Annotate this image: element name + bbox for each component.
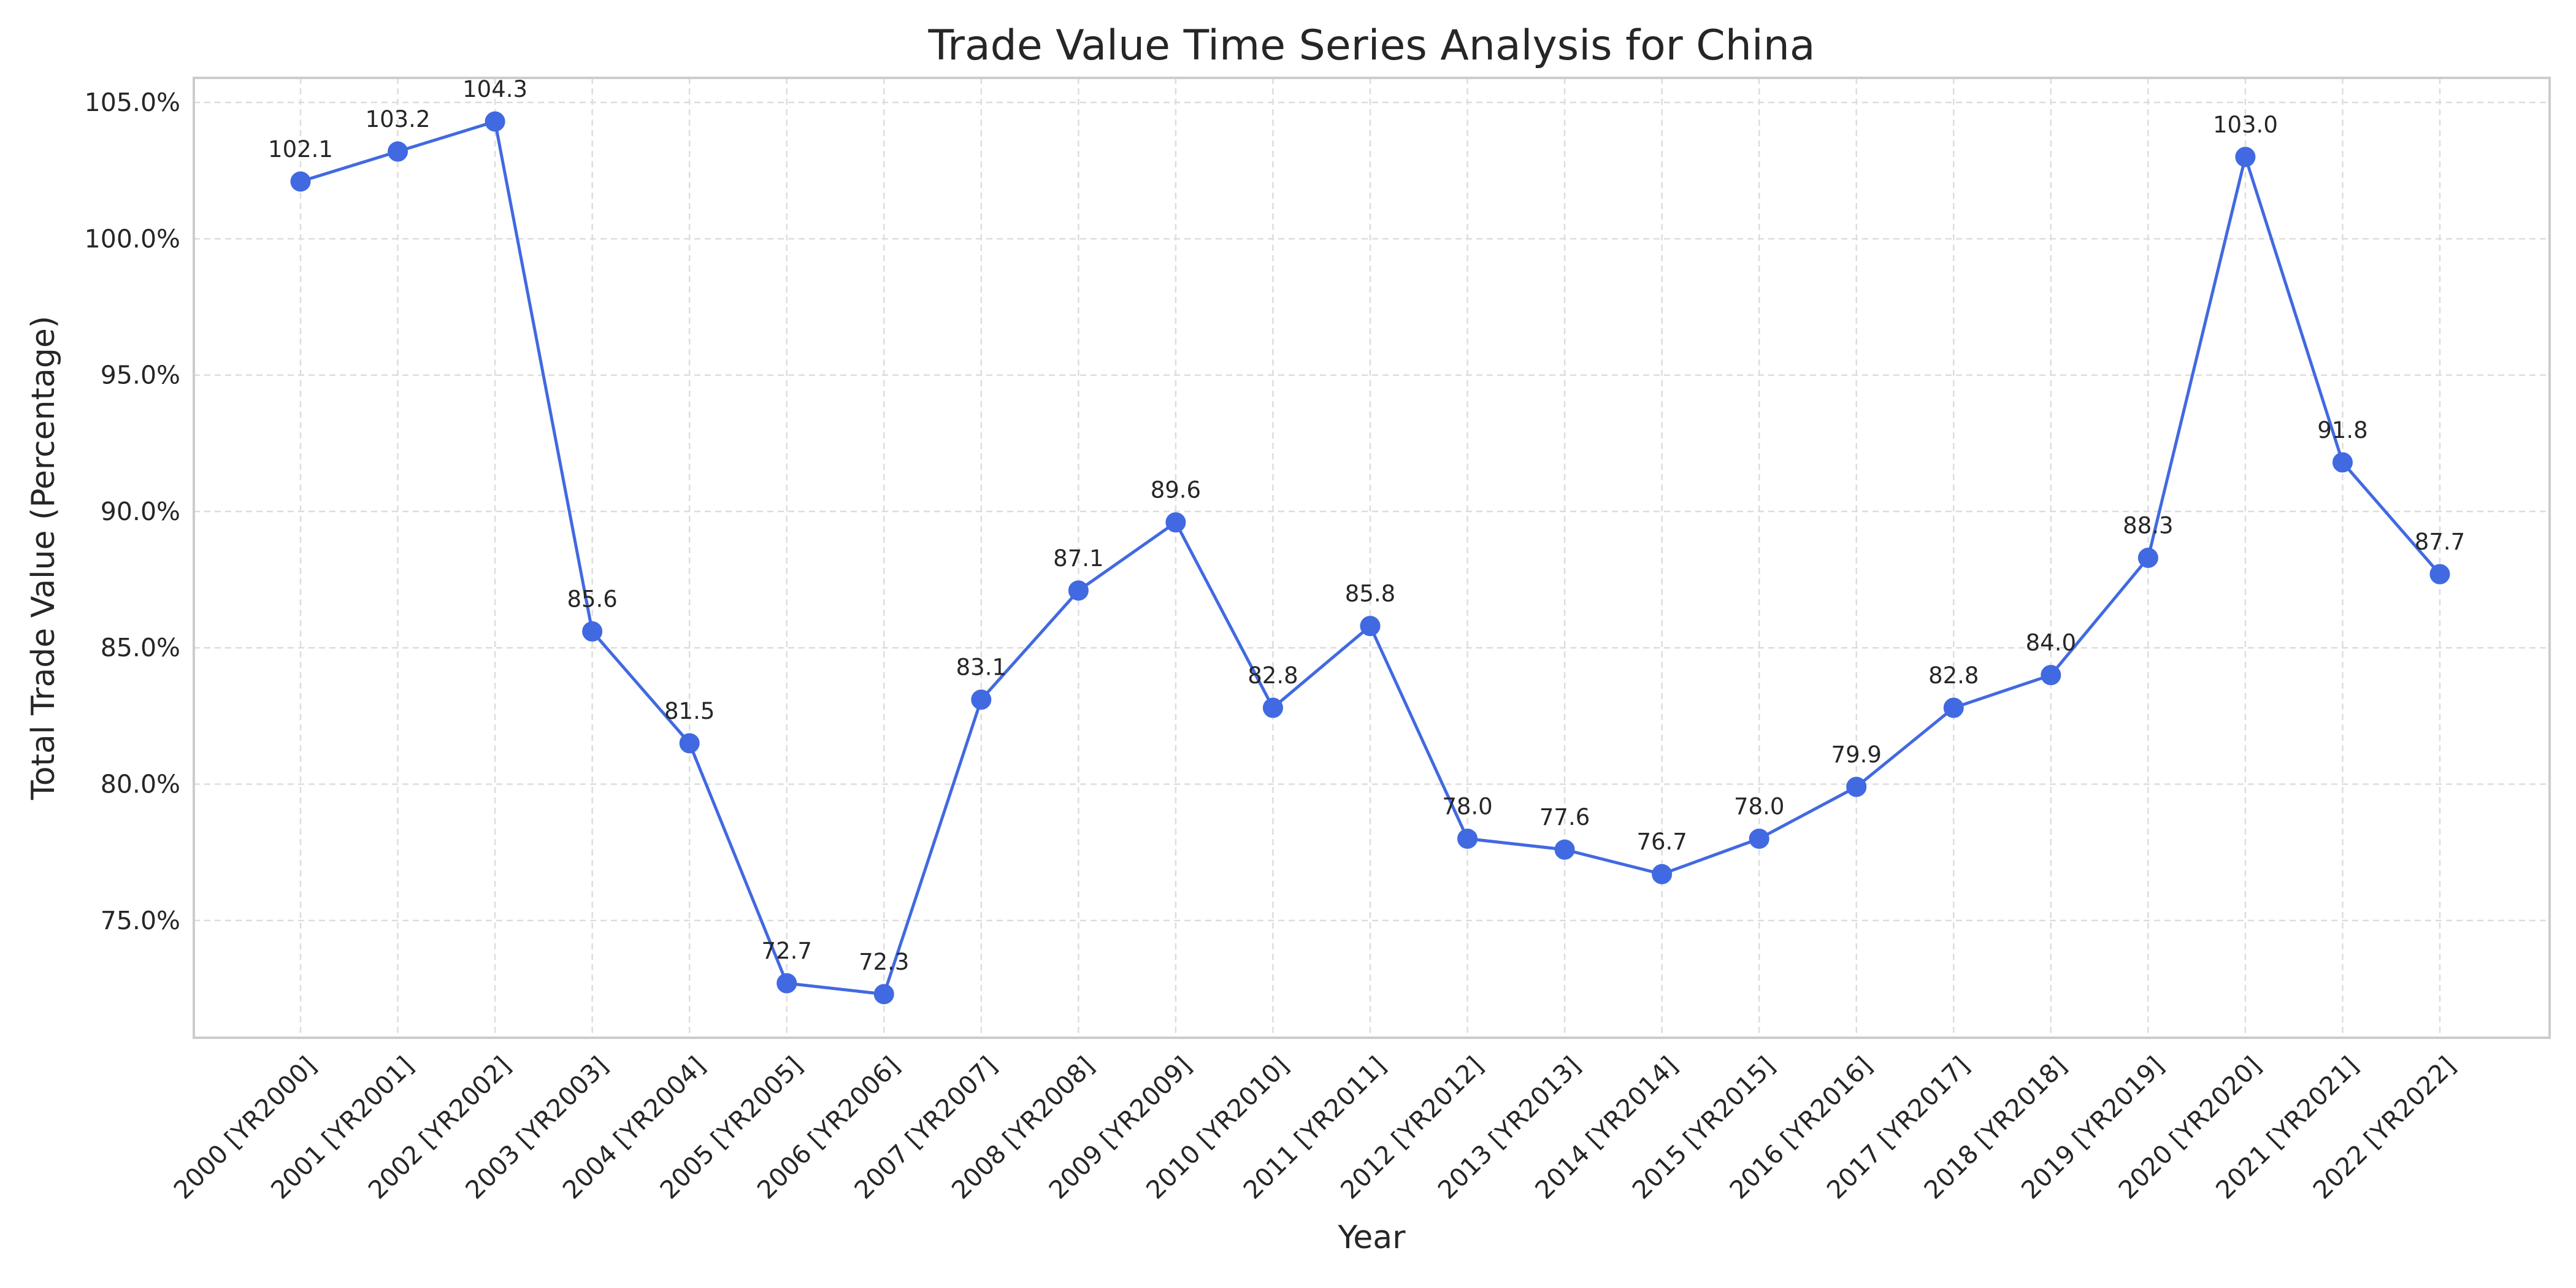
x-axis-ticks: 2000 [YR2000]2001 [YR2001]2002 [YR2002]2…: [168, 1051, 2461, 1205]
data-label: 72.7: [762, 938, 812, 964]
data-point: [971, 689, 992, 710]
data-label: 78.0: [1442, 793, 1492, 819]
x-axis-label: Year: [1337, 1219, 1406, 1256]
data-point: [873, 984, 894, 1005]
data-point: [1652, 864, 1673, 884]
data-point: [2137, 548, 2158, 568]
chart-title: Trade Value Time Series Analysis for Chi…: [927, 21, 1815, 70]
y-tick-label: 90.0%: [101, 497, 180, 526]
data-label: 76.7: [1636, 829, 1687, 855]
data-label: 82.8: [1248, 662, 1298, 689]
data-label: 91.8: [2317, 417, 2367, 443]
y-axis-label: Total Trade Value (Percentage): [25, 316, 62, 800]
data-point: [776, 973, 797, 994]
grid-lines: [194, 78, 2550, 1038]
data-label: 82.8: [1928, 662, 1979, 689]
data-label: 102.1: [268, 136, 333, 163]
data-label: 72.3: [859, 949, 909, 975]
data-label: 83.1: [956, 654, 1006, 681]
data-point: [2429, 564, 2450, 585]
y-axis-ticks: 75.0% 80.0% 85.0% 90.0% 95.0% 100.0% 105.0%: [85, 88, 180, 935]
data-labels: 102.1 103.2 104.3 85.6 81.5 72.7 72.3 83.1 87.1 8…: [268, 76, 2465, 975]
data-point: [1165, 512, 1186, 533]
data-point: [2235, 147, 2256, 167]
y-tick-label: 85.0%: [101, 633, 180, 662]
data-point: [2332, 452, 2353, 473]
data-point: [1457, 828, 1478, 849]
data-point: [1943, 697, 1964, 718]
y-tick-label: 80.0%: [101, 770, 180, 799]
data-label: 77.6: [1539, 804, 1590, 830]
data-point: [1554, 839, 1575, 860]
data-label: 87.1: [1053, 545, 1103, 572]
y-tick-label: 100.0%: [85, 224, 180, 253]
data-point: [1262, 697, 1283, 718]
data-point: [1068, 580, 1089, 601]
data-label: 81.5: [664, 698, 715, 724]
y-tick-label: 75.0%: [101, 906, 180, 935]
data-label: 79.9: [1831, 742, 1882, 768]
data-label: 78.0: [1734, 793, 1784, 819]
data-label: 103.0: [2213, 112, 2278, 138]
data-label: 104.3: [462, 76, 527, 102]
data-point: [1749, 828, 1769, 849]
data-label: 89.6: [1151, 477, 1201, 504]
y-tick-label: 95.0%: [101, 361, 180, 390]
plot-area-frame: [193, 77, 2551, 1039]
data-point: [679, 733, 700, 754]
data-label: 85.8: [1345, 581, 1395, 607]
data-point: [582, 621, 603, 642]
data-point: [388, 141, 408, 162]
data-point: [1846, 776, 1867, 797]
data-label: 87.7: [2415, 529, 2465, 555]
series-markers: [290, 111, 2450, 1005]
data-point: [290, 171, 311, 192]
data-label: 88.3: [2123, 513, 2173, 539]
data-point: [1360, 616, 1381, 637]
data-point: [485, 111, 505, 132]
data-point: [2041, 665, 2061, 686]
data-label: 85.6: [567, 586, 617, 613]
y-tick-label: 105.0%: [85, 88, 180, 117]
data-label: 103.2: [366, 106, 431, 132]
data-label: 84.0: [2026, 630, 2076, 656]
